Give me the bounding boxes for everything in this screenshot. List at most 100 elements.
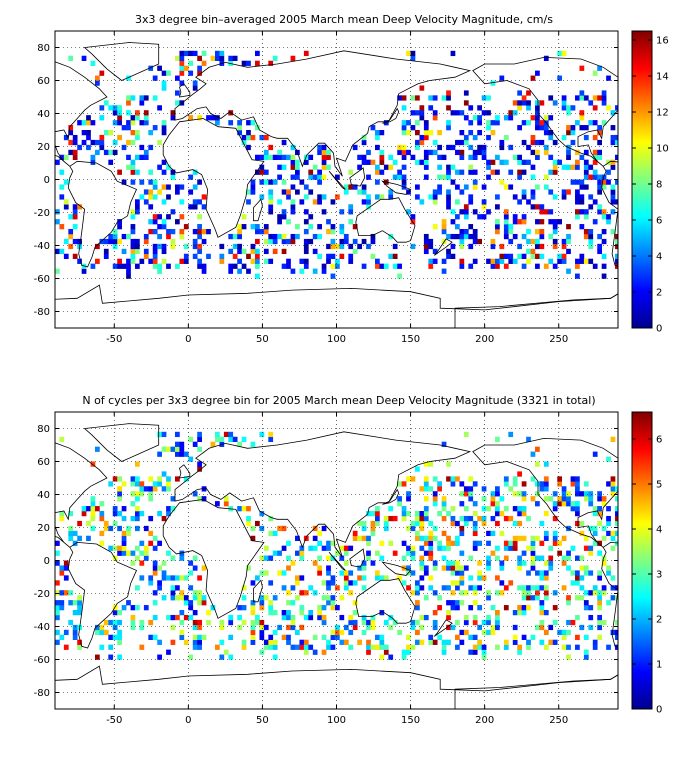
- x-tick-label: 0: [185, 334, 191, 345]
- bin-cell: [539, 139, 545, 146]
- bin-cell: [446, 540, 451, 546]
- bin-cell: [148, 204, 154, 210]
- bin-cell: [610, 194, 616, 200]
- bin-cell: [255, 50, 260, 57]
- bin-cell: [592, 585, 598, 591]
- bin-cell: [566, 238, 571, 245]
- bin-cell: [455, 233, 460, 240]
- bin-cell: [179, 70, 185, 76]
- bin-cell: [521, 169, 527, 175]
- bin-cell: [446, 199, 451, 205]
- bin-cell: [308, 214, 314, 220]
- bin-cell: [557, 75, 562, 81]
- bin-cell: [197, 70, 202, 76]
- bin-cell: [468, 585, 474, 591]
- bin-cell: [157, 476, 162, 482]
- bin-cell: [490, 501, 496, 507]
- bin-cell: [601, 555, 607, 561]
- coastline: [55, 42, 618, 328]
- bin-cell: [86, 520, 91, 527]
- bin-cell: [375, 634, 380, 640]
- bin-cell: [143, 149, 149, 156]
- bin-cell: [237, 248, 242, 255]
- bin-cell: [539, 481, 545, 487]
- bin-cell: [95, 258, 100, 264]
- bin-cell: [428, 258, 434, 264]
- bin-cell: [219, 55, 225, 61]
- bin-cell: [415, 194, 420, 200]
- bin-cell: [406, 649, 411, 655]
- y-tick-label: -60: [34, 274, 50, 285]
- bin-cell: [112, 229, 118, 235]
- bin-cell: [179, 258, 185, 264]
- bin-cell: [615, 619, 618, 626]
- bin-cell: [548, 169, 554, 175]
- bin-cell: [103, 130, 109, 136]
- bin-cell: [441, 174, 447, 180]
- bin-cell: [135, 545, 140, 551]
- bin-cell: [370, 619, 376, 626]
- bin-cell: [419, 525, 425, 532]
- bin-cell: [170, 506, 176, 512]
- bin-cell: [601, 209, 607, 215]
- continent-outline: [382, 107, 400, 124]
- bin-cell: [330, 605, 336, 611]
- bin-cell: [321, 649, 327, 655]
- bin-cell: [432, 501, 438, 507]
- bin-cell: [490, 550, 496, 556]
- continent-outline: [355, 197, 416, 243]
- bin-cell: [441, 639, 447, 645]
- bin-cell: [615, 199, 618, 205]
- bin-cell: [450, 506, 456, 512]
- bin-cell: [561, 486, 567, 492]
- bin-cell: [552, 194, 558, 200]
- y-tick-label: -80: [34, 307, 50, 318]
- bin-cell: [268, 233, 274, 240]
- bin-cell: [55, 219, 60, 225]
- bin-cell: [508, 184, 514, 190]
- bin-cell: [437, 154, 442, 160]
- bin-cell: [543, 149, 549, 156]
- bin-cell: [410, 476, 416, 482]
- bin-cell: [512, 258, 518, 264]
- bin-cell: [259, 555, 265, 561]
- bin-cell: [170, 110, 176, 116]
- bin-cell: [392, 159, 398, 165]
- bin-cell: [117, 134, 122, 141]
- bin-cell: [521, 189, 527, 195]
- bin-cell: [299, 550, 305, 556]
- bin-cell: [512, 624, 518, 631]
- bin-cell: [597, 491, 602, 497]
- bin-cell: [521, 219, 527, 225]
- bin-cell: [339, 229, 345, 235]
- bin-cell: [597, 600, 602, 606]
- bin-cell: [415, 139, 420, 146]
- bin-cell: [126, 550, 131, 556]
- bin-cell: [388, 506, 394, 512]
- bin-cell: [166, 70, 171, 76]
- bin-cell: [526, 199, 531, 205]
- bin-cell: [410, 590, 416, 596]
- bin-cell: [583, 649, 589, 655]
- bin-cell: [579, 585, 585, 591]
- bin-cell: [446, 614, 451, 621]
- bin-cell: [446, 624, 451, 631]
- bin-cell: [579, 565, 585, 571]
- bin-cell: [308, 585, 314, 591]
- bin-cell: [281, 139, 287, 146]
- bin-cell: [63, 204, 69, 210]
- bin-cell: [330, 243, 336, 250]
- bin-cell: [601, 95, 607, 101]
- bin-cell: [268, 634, 274, 640]
- bin-cell: [597, 248, 602, 255]
- bin-cell: [135, 204, 140, 210]
- bin-cell: [303, 614, 309, 621]
- bin-cell: [135, 209, 140, 215]
- bin-cell: [606, 75, 611, 81]
- bin-cell: [117, 110, 122, 116]
- bin-cell: [601, 560, 607, 566]
- continent-outline: [472, 56, 618, 167]
- bin-cell: [228, 268, 234, 274]
- bin-cell: [59, 154, 65, 160]
- bin-cell: [161, 471, 167, 477]
